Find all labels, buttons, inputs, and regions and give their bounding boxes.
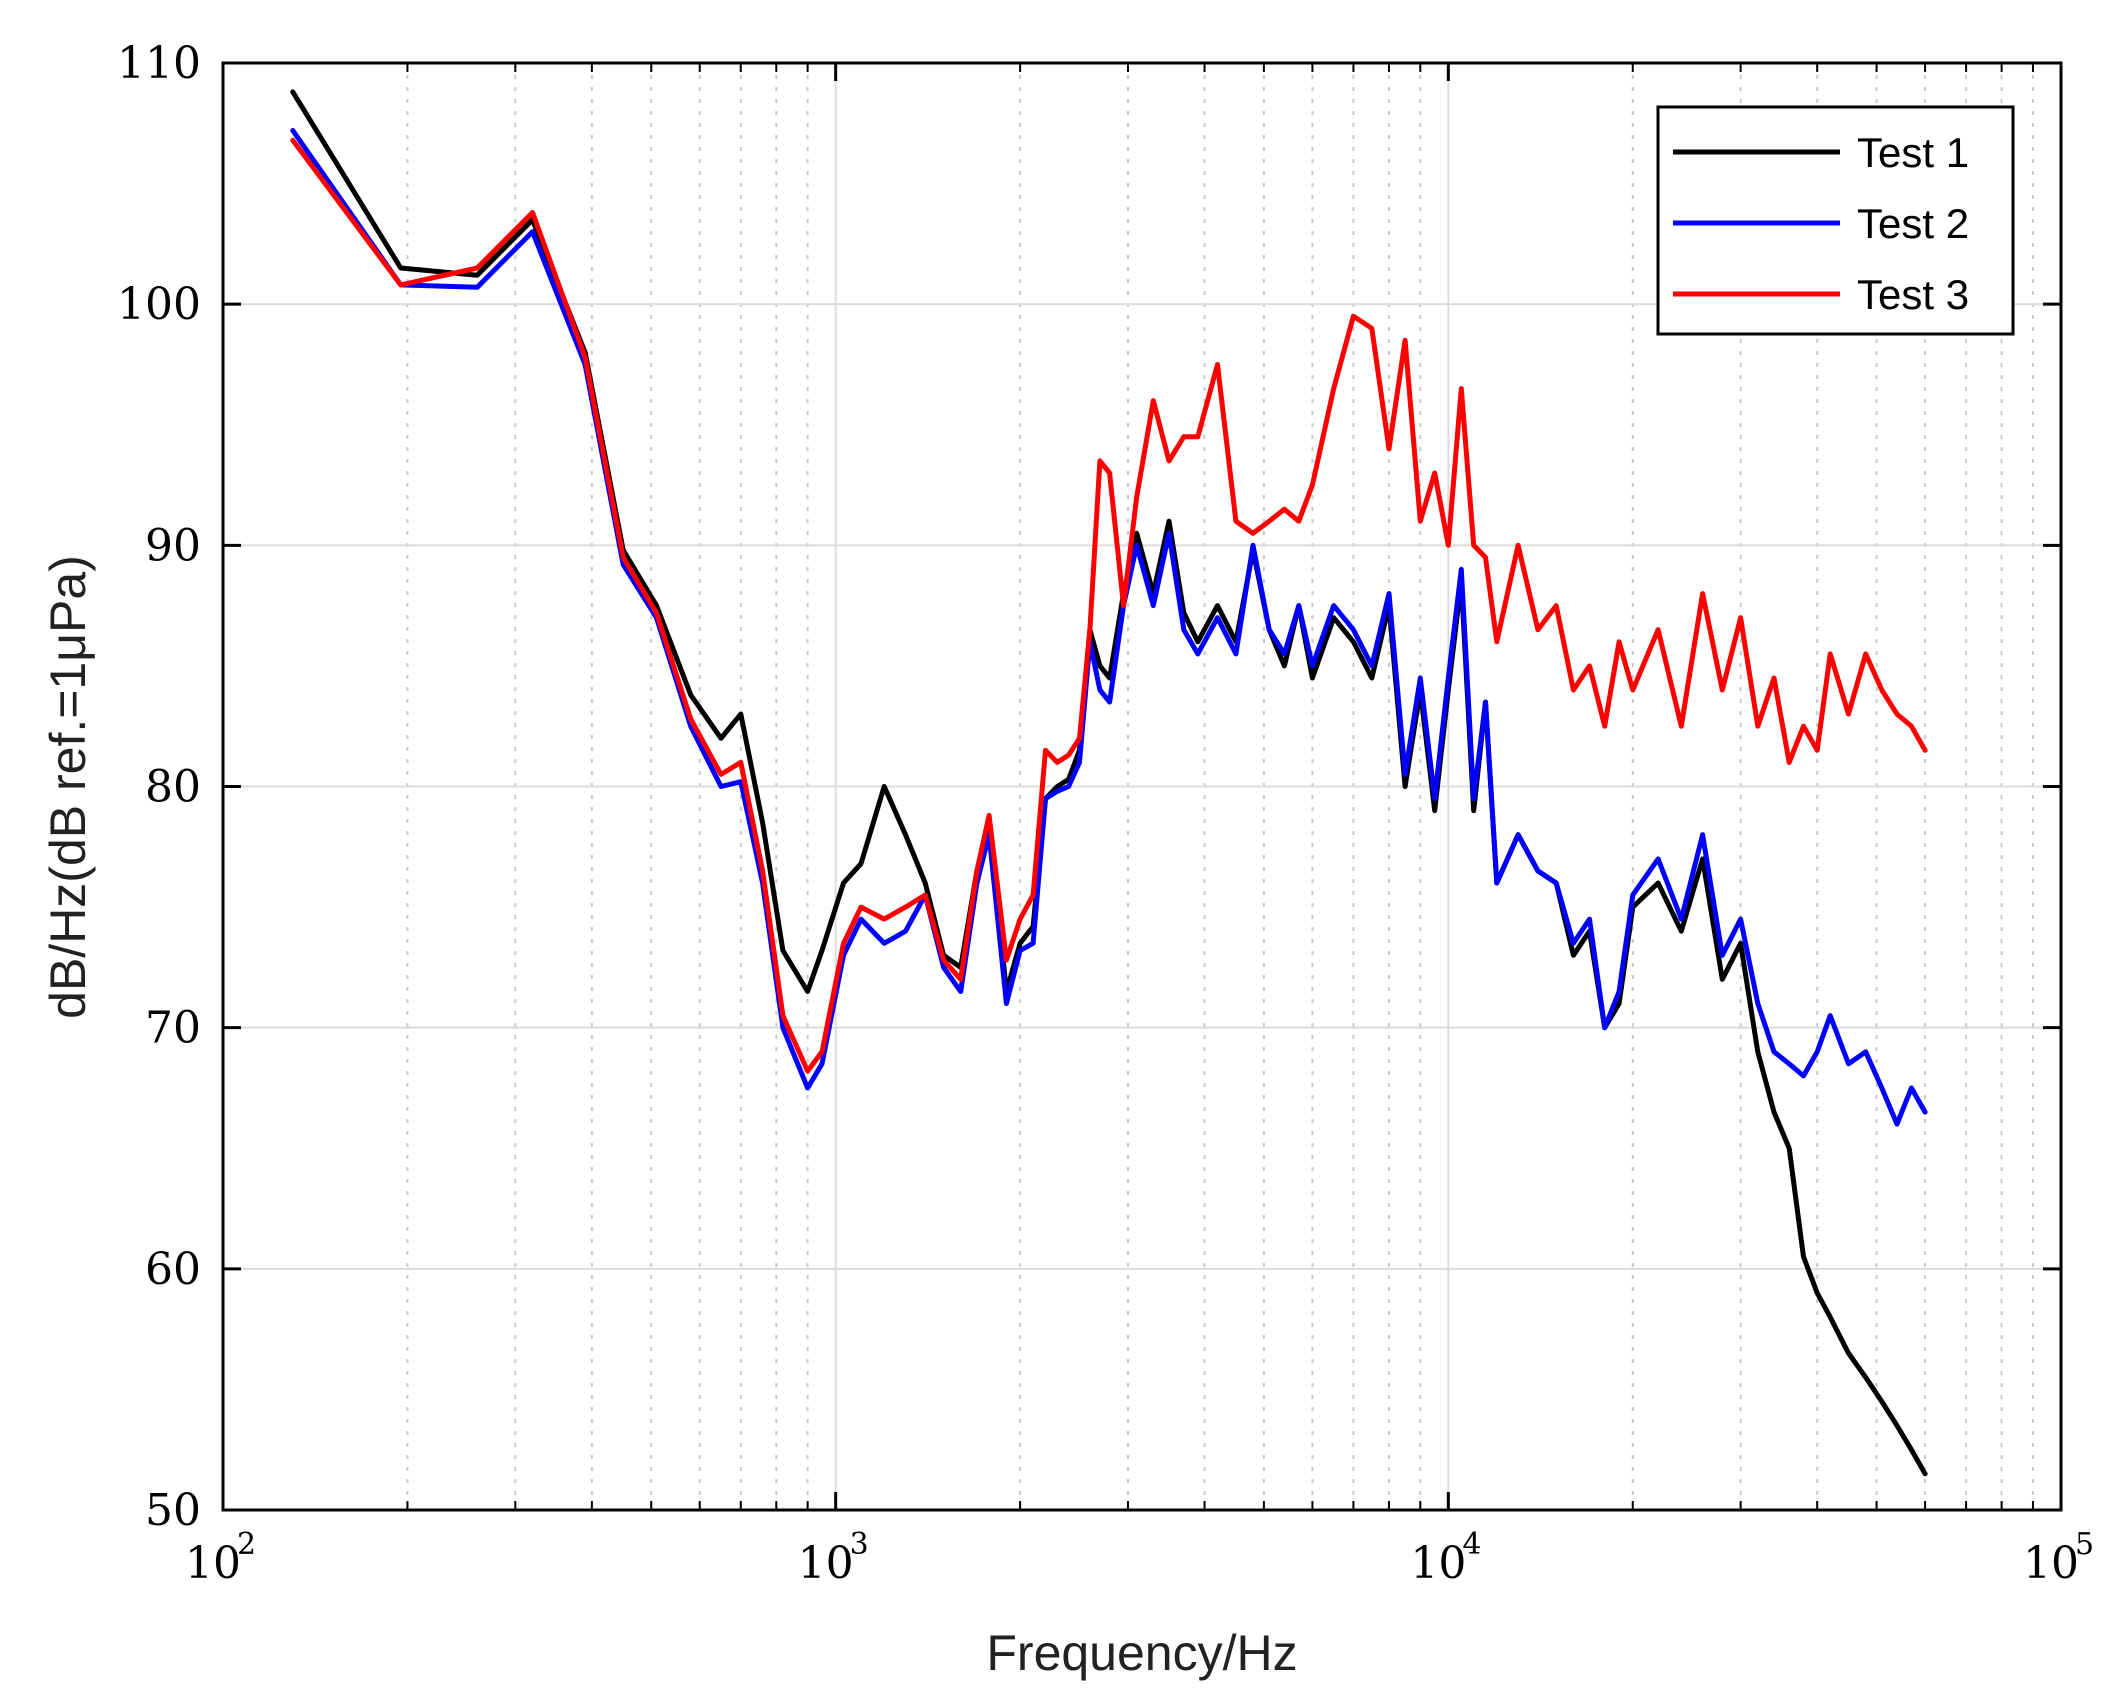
x-tick-labels: 102 103 104 105 xyxy=(185,1527,2094,1589)
y-axis-label: dB/Hz(dB ref.=1μPa) xyxy=(40,555,96,1019)
x-tick-label-base: 10 xyxy=(2023,1538,2079,1589)
x-tick-label-exponent: 5 xyxy=(2075,1527,2094,1562)
y-tick-label: 50 xyxy=(145,1485,201,1536)
x-tick-label-base: 10 xyxy=(1410,1538,1466,1589)
x-axis-label: Frequency/Hz xyxy=(986,1625,1297,1681)
y-tick-label: 90 xyxy=(145,520,201,571)
legend-label-1: Test 1 xyxy=(1857,129,1969,176)
x-tick-label-exponent: 3 xyxy=(850,1527,869,1562)
y-tick-labels: 50 60 70 80 90 100 110 xyxy=(117,38,201,1536)
x-tick-label-exponent: 2 xyxy=(237,1527,256,1562)
y-tick-label: 60 xyxy=(145,1244,201,1295)
y-tick-label: 70 xyxy=(145,1003,201,1054)
x-tick-label: 103 xyxy=(798,1527,869,1589)
x-tick-label: 102 xyxy=(185,1527,256,1589)
legend: Test 1 Test 2 Test 3 xyxy=(1656,105,2015,336)
legend-label-2: Test 2 xyxy=(1857,200,1969,247)
x-tick-label-base: 10 xyxy=(185,1538,241,1589)
y-tick-label: 80 xyxy=(145,762,201,813)
y-tick-label: 110 xyxy=(117,38,201,89)
x-tick-label-base: 10 xyxy=(798,1538,854,1589)
x-tick-label: 105 xyxy=(2023,1527,2094,1589)
y-tick-label: 100 xyxy=(117,279,201,330)
series-line-3 xyxy=(290,137,1928,1074)
x-tick-label-exponent: 4 xyxy=(1462,1527,1481,1562)
ticks xyxy=(221,61,2063,1512)
x-tick-label: 104 xyxy=(1410,1527,1481,1589)
legend-label-3: Test 3 xyxy=(1857,271,1969,318)
series-layer xyxy=(290,89,1928,1477)
